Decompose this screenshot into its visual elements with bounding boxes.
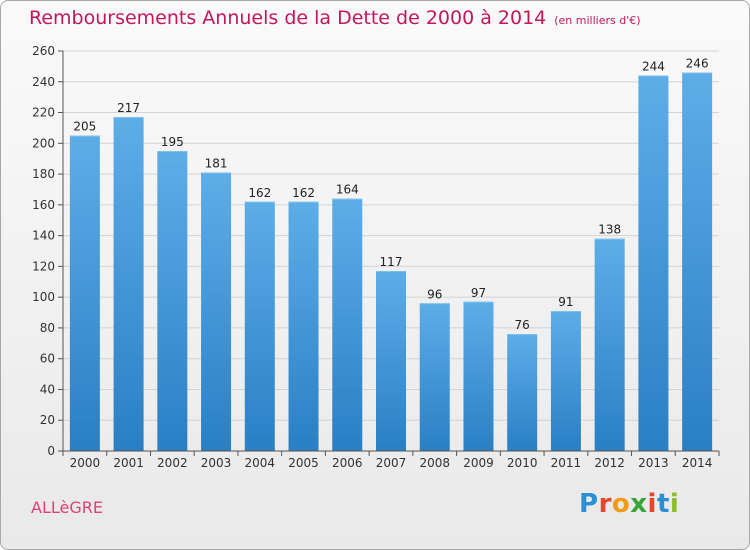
axes xyxy=(58,50,720,456)
value-label: 246 xyxy=(686,57,709,71)
proxiti-logo[interactable]: Proxiti xyxy=(579,489,679,519)
x-tick-label: 2012 xyxy=(594,456,625,470)
bar xyxy=(594,238,625,451)
x-tick-label: 2010 xyxy=(507,456,538,470)
x-tick-label: 2001 xyxy=(113,456,144,470)
logo-letter: P xyxy=(579,489,599,519)
logo-letter: t xyxy=(656,489,670,519)
value-label: 96 xyxy=(427,287,442,301)
bar xyxy=(69,135,100,451)
logo-letter: x xyxy=(630,489,648,519)
bar xyxy=(463,301,494,451)
x-tick-label: 2007 xyxy=(376,456,407,470)
logo-letter: i xyxy=(647,489,657,519)
logo-letter: o xyxy=(611,489,631,519)
value-label: 181 xyxy=(205,157,228,171)
commune-name: ALLèGRE xyxy=(31,498,103,517)
chart-title: Remboursements Annuels de la Dette de 20… xyxy=(29,7,641,29)
y-tick-label: 100 xyxy=(32,290,55,304)
value-label: 76 xyxy=(515,318,530,332)
bar xyxy=(376,271,406,451)
x-tick-label: 2005 xyxy=(288,456,319,470)
value-label: 97 xyxy=(471,286,486,300)
bar xyxy=(288,201,319,451)
y-tick-label: 80 xyxy=(40,321,55,335)
value-label: 117 xyxy=(380,255,403,269)
labels: 0 20 40 60 80 100 120 140 160 180 200 220 240 260 205 2… xyxy=(32,44,712,470)
logo-letter: r xyxy=(598,489,612,519)
value-label: 162 xyxy=(248,186,271,200)
bar xyxy=(201,172,232,452)
y-tick-label: 220 xyxy=(32,106,55,120)
bar xyxy=(332,198,363,451)
x-tick-label: 2006 xyxy=(332,456,363,470)
bar xyxy=(682,72,713,452)
chart-title-text: Remboursements Annuels de la Dette de 20… xyxy=(29,7,547,29)
y-tick-label: 60 xyxy=(40,352,55,366)
x-tick-label: 2014 xyxy=(682,456,713,470)
bars xyxy=(69,72,713,452)
y-tick-label: 160 xyxy=(32,198,55,212)
y-tick-label: 20 xyxy=(40,413,55,427)
x-tick-label: 2013 xyxy=(638,456,669,470)
x-tick-label: 2004 xyxy=(245,456,276,470)
y-tick-label: 140 xyxy=(32,229,55,243)
value-label: 162 xyxy=(292,186,315,200)
x-tick-label: 2008 xyxy=(419,456,450,470)
bar xyxy=(638,75,669,451)
y-tick-label: 240 xyxy=(32,75,55,89)
bar xyxy=(419,303,450,451)
y-tick-label: 200 xyxy=(32,136,55,150)
x-tick-label: 2003 xyxy=(201,456,232,470)
value-label: 217 xyxy=(117,101,140,115)
bar xyxy=(113,117,144,452)
y-tick-label: 260 xyxy=(32,44,55,58)
y-tick-label: 120 xyxy=(32,259,55,273)
value-label: 138 xyxy=(598,223,621,237)
x-tick-label: 2002 xyxy=(157,456,188,470)
value-label: 244 xyxy=(642,60,665,74)
bar xyxy=(550,311,581,451)
y-tick-label: 0 xyxy=(47,444,55,458)
x-tick-label: 2011 xyxy=(551,456,582,470)
value-label: 205 xyxy=(73,120,96,134)
chart-unit-label: (en milliers d'€) xyxy=(554,14,641,27)
bar xyxy=(244,201,275,451)
x-tick-label: 2000 xyxy=(70,456,101,470)
value-label: 164 xyxy=(336,183,359,197)
bar xyxy=(507,334,538,451)
y-tick-label: 180 xyxy=(32,167,55,181)
value-label: 195 xyxy=(161,135,184,149)
bar xyxy=(157,151,188,451)
logo-letter: i xyxy=(669,489,680,519)
x-tick-label: 2009 xyxy=(463,456,494,470)
y-tick-label: 40 xyxy=(40,382,55,396)
value-label: 91 xyxy=(558,295,573,309)
